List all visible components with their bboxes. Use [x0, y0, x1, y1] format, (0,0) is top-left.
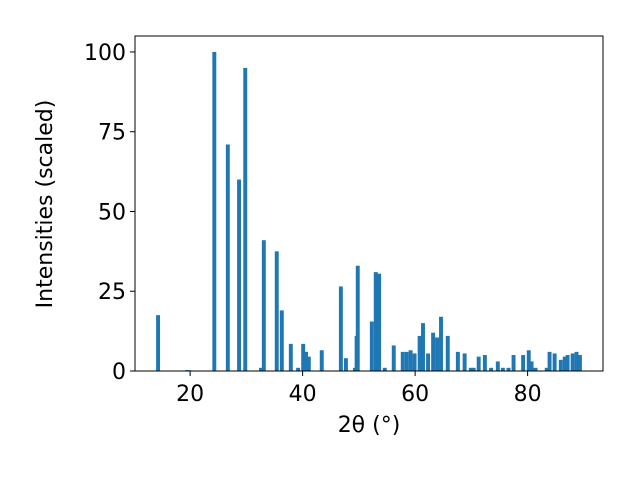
bar	[304, 351, 308, 371]
bar	[391, 345, 396, 371]
bar	[544, 367, 549, 371]
y-tick-label: 25	[98, 280, 126, 305]
x-tick-label: 60	[401, 382, 429, 407]
bar	[382, 367, 387, 371]
bar	[439, 316, 443, 371]
x-tick-label: 20	[176, 382, 204, 407]
bar	[426, 353, 431, 371]
bar	[471, 367, 476, 371]
bar	[558, 359, 563, 371]
bar	[577, 355, 582, 371]
bar	[468, 367, 473, 371]
bar	[355, 265, 360, 371]
bar	[529, 361, 534, 371]
bar	[288, 343, 293, 371]
plot-frame	[134, 35, 604, 372]
bar	[212, 51, 217, 371]
bar	[261, 240, 266, 371]
bar	[547, 351, 552, 371]
bar	[489, 367, 494, 371]
bar	[533, 367, 538, 371]
bar	[500, 367, 505, 371]
x-tick-label: 80	[514, 382, 542, 407]
bar	[408, 350, 413, 371]
bar	[400, 351, 405, 371]
bar	[369, 321, 374, 371]
y-tick-label: 75	[98, 121, 126, 146]
bar	[476, 356, 481, 371]
bar	[404, 351, 409, 371]
bar	[417, 335, 422, 371]
bar	[301, 343, 306, 371]
bar	[482, 355, 487, 371]
bar	[373, 272, 378, 371]
bar	[319, 350, 324, 371]
bar	[462, 353, 467, 371]
x-axis-label: 2θ (°)	[338, 413, 401, 438]
bar	[338, 286, 343, 371]
y-axis-label: Intensities (scaled)	[33, 100, 58, 309]
bar	[296, 367, 301, 371]
bar	[274, 251, 279, 371]
bar	[495, 361, 500, 371]
bar	[225, 144, 230, 371]
bar	[445, 335, 450, 371]
bar	[526, 350, 531, 371]
bar	[455, 351, 460, 371]
bar	[377, 273, 382, 371]
bar	[421, 323, 425, 371]
bar	[552, 353, 557, 371]
x-tick-label: 40	[289, 382, 317, 407]
bar	[431, 332, 436, 371]
y-tick-label: 50	[98, 200, 126, 225]
bar	[574, 351, 579, 371]
bar	[562, 356, 567, 371]
bar	[237, 179, 242, 371]
bar	[343, 358, 348, 371]
bar	[570, 353, 575, 371]
bar	[306, 356, 311, 371]
bar	[156, 315, 161, 371]
bar	[243, 67, 248, 372]
bar	[506, 367, 511, 371]
bar	[511, 355, 516, 371]
bar	[565, 355, 570, 371]
bar	[279, 310, 284, 371]
bar	[412, 353, 417, 371]
bar	[521, 355, 526, 371]
y-tick-label: 100	[84, 41, 126, 66]
bar	[435, 337, 440, 371]
bar	[259, 367, 263, 371]
y-tick-label: 0	[112, 360, 126, 385]
